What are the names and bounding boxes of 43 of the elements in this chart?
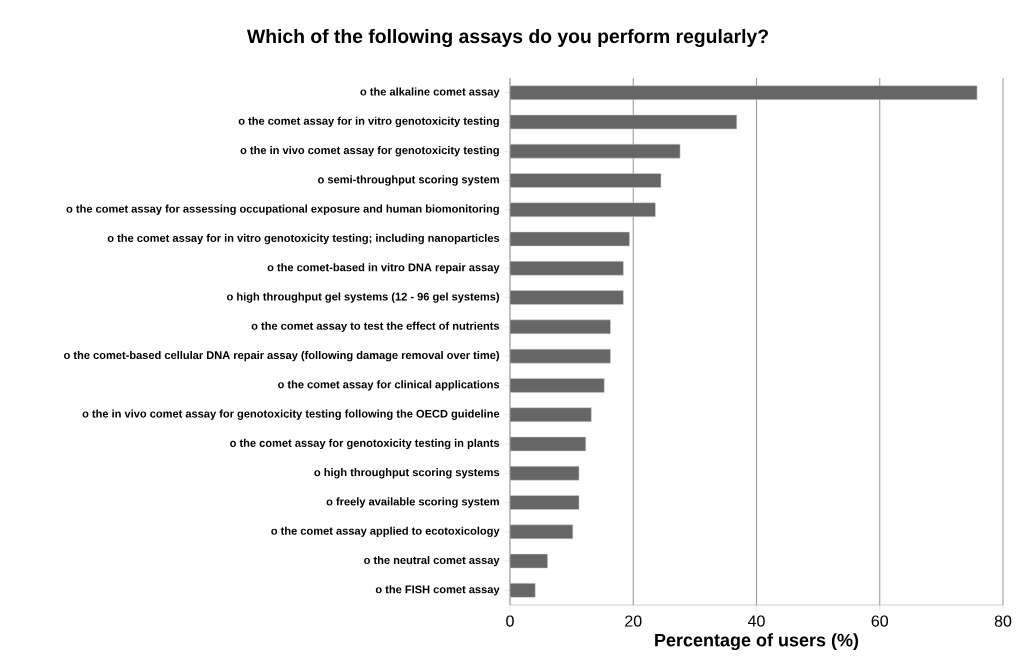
bar bbox=[510, 553, 548, 569]
y-tick-label: o the in vivo comet assay for genotoxicity testing bbox=[240, 146, 499, 157]
bar bbox=[510, 583, 536, 598]
bar bbox=[510, 261, 624, 276]
y-tick-label: o the comet-based in vitro DNA repair assay bbox=[267, 263, 500, 274]
bar bbox=[510, 524, 574, 540]
y-tick-label: o the comet assay for clinical applications bbox=[278, 380, 500, 391]
y-tick-label: o the comet assay for in vitro genotoxicity testing; including nanoparticles bbox=[107, 233, 500, 245]
bar bbox=[510, 319, 611, 335]
x-tick-label: 20 bbox=[625, 615, 642, 627]
y-tick-label: o the FISH comet assay bbox=[375, 585, 500, 596]
bar bbox=[510, 465, 580, 481]
bar bbox=[510, 348, 611, 364]
y-tick-label: o the comet assay to test the effect of nutrients bbox=[251, 321, 500, 333]
bar bbox=[510, 290, 624, 305]
bar bbox=[510, 378, 605, 393]
y-tick-label: o the comet assay for genotoxicity testing in plants bbox=[230, 438, 500, 450]
x-tick-label: 0 bbox=[506, 615, 514, 627]
y-tick-label: o the alkaline comet assay bbox=[360, 87, 500, 98]
y-tick-label: o the comet assay for in vitro genotoxicity testing bbox=[238, 116, 499, 128]
x-tick-label: 80 bbox=[994, 615, 1012, 627]
y-tick-label: o high throughput gel systems (12 - 96 gel systems) bbox=[227, 292, 500, 303]
bar bbox=[510, 114, 738, 130]
bar bbox=[510, 143, 681, 159]
y-tick-label: o the comet assay applied to ecotoxicology bbox=[271, 526, 500, 537]
x-tick-label: 60 bbox=[871, 615, 889, 627]
chart-title: Which of the following assays do you perform regularly? bbox=[246, 28, 768, 48]
y-tick-label: o the in vivo comet assay for genotoxicity testing following the OECD guideline bbox=[82, 409, 500, 420]
bar bbox=[510, 173, 662, 188]
y-tick-label: o freely available scoring system bbox=[326, 497, 499, 508]
y-tick-label: o high throughput scoring systems bbox=[314, 468, 500, 479]
y-tick-label: o the comet assay for assessing occupational exposure and human biomonitoring bbox=[66, 204, 499, 215]
x-tick-label: 40 bbox=[747, 615, 765, 627]
bar bbox=[510, 231, 630, 247]
x-axis-title: Percentage of users (%) bbox=[655, 633, 859, 651]
y-tick-label: o semi-throughput scoring system bbox=[318, 175, 499, 186]
y-tick-label: o the comet-based cellular DNA repair assay (following damage removal over time) bbox=[64, 350, 500, 362]
bar bbox=[510, 202, 656, 218]
y-tick-label: o the neutral comet assay bbox=[364, 555, 500, 567]
bar bbox=[510, 436, 587, 452]
bar bbox=[510, 85, 978, 100]
bar bbox=[510, 407, 592, 422]
bar bbox=[510, 495, 580, 510]
